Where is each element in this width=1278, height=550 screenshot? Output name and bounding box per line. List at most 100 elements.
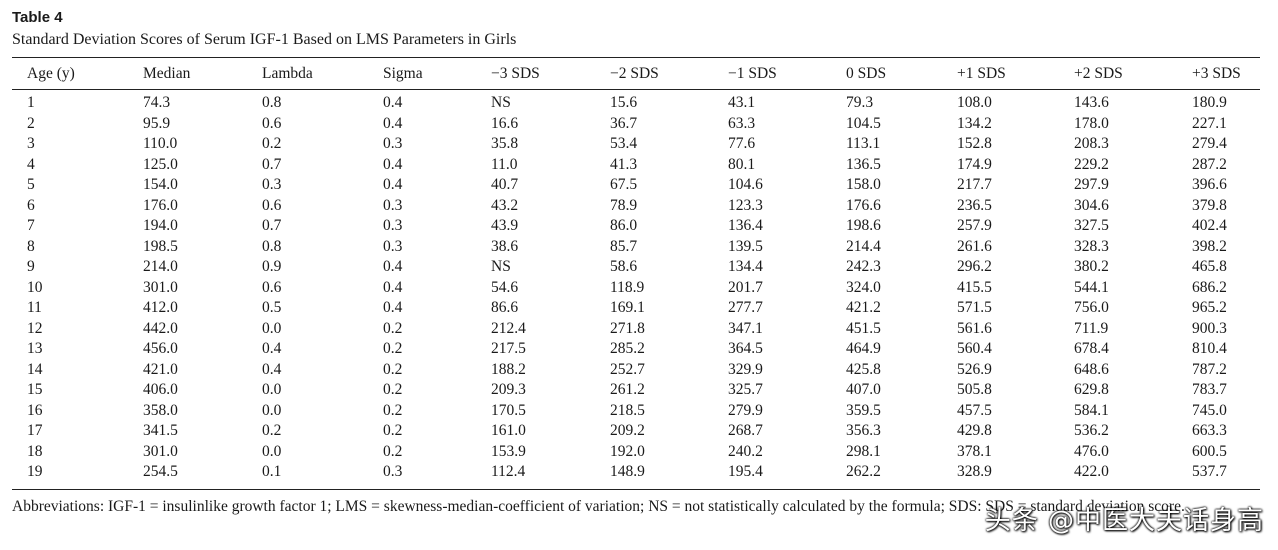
table-cell: 0.2	[383, 381, 403, 398]
table-label: Table 4	[12, 9, 63, 26]
table-cell: 356.3	[846, 422, 881, 439]
table-cell: 810.4	[1192, 340, 1227, 357]
table-cell: 0.7	[262, 155, 282, 173]
table-cell: 561.6	[957, 319, 992, 337]
table-cell: 18	[27, 442, 43, 460]
sds-table: Age (y) Median Lambda Sigma −3 SDS −2 SDS −1 S…	[12, 60, 1260, 483]
table-row: 16 358.0 0.0 0.2 170.5 218.5 279.9 359.5 457.5 58…	[12, 401, 1260, 422]
table-cell: 214.0	[143, 258, 178, 275]
table-cell: 0.0	[262, 381, 282, 398]
table-cell: 364.5	[728, 340, 763, 357]
column-header: Sigma	[383, 65, 423, 82]
table-cell: 110.0	[143, 135, 178, 152]
table-cell: 11	[27, 299, 42, 316]
table-cell: 900.3	[1192, 319, 1227, 337]
table-cell: 14	[27, 360, 43, 378]
table-bottom-rule	[12, 489, 1260, 490]
table-cell: 0.4	[383, 94, 403, 111]
column-header: −3 SDS	[491, 65, 540, 82]
table-row: 1 74.3 0.8 0.4 NS 15.6 43.1 79.3 108.0 143.6 180.9	[12, 88, 1260, 114]
table-cell: 0.2	[383, 422, 403, 439]
table-cell: 686.2	[1192, 278, 1227, 296]
table-row: 5 154.0 0.3 0.4 40.7 67.5 104.6 158.0 217.7 297.9…	[12, 175, 1260, 196]
table-cell: 0.9	[262, 258, 282, 275]
table-cell: 560.4	[957, 340, 992, 357]
table-cell: 176.6	[846, 196, 881, 214]
table-cell: 406.0	[143, 381, 178, 398]
table-cell: 328.3	[1074, 237, 1109, 255]
table-cell: 329.9	[728, 360, 763, 378]
table-header-row: Age (y) Median Lambda Sigma −3 SDS −2 SDS −1 S…	[12, 60, 1260, 88]
table-cell: 43.1	[728, 94, 756, 111]
table-cell: 208.3	[1074, 135, 1109, 152]
table-cell: 58.6	[610, 258, 638, 275]
table-cell: 0.0	[262, 442, 282, 460]
table-cell: 54.6	[491, 278, 519, 296]
table-cell: 194.0	[143, 217, 178, 234]
table-cell: 0.3	[262, 176, 282, 193]
table-cell: 79.3	[846, 94, 874, 111]
table-cell: 136.4	[728, 217, 763, 234]
table-cell: 198.5	[143, 237, 178, 255]
table-cell: 0.4	[383, 299, 403, 316]
table-cell: 15	[27, 381, 43, 398]
table-cell: 214.4	[846, 237, 881, 255]
table-row: 8 198.5 0.8 0.3 38.6 85.7 139.5 214.4 261.6 328.3…	[12, 237, 1260, 258]
table-cell: 1	[27, 94, 35, 111]
table-cell: 285.2	[610, 340, 645, 357]
table-cell: 648.6	[1074, 360, 1109, 378]
table-cell: 571.5	[957, 299, 992, 316]
table-cell: 53.4	[610, 135, 638, 152]
table-cell: 0.1	[262, 463, 282, 480]
table-cell: 63.3	[728, 114, 756, 132]
table-cell: 67.5	[610, 176, 638, 193]
table-cell: 327.5	[1074, 217, 1109, 234]
table-cell: 0.3	[383, 237, 403, 255]
table-cell: 261.2	[610, 381, 645, 398]
table-cell: 136.5	[846, 155, 881, 173]
table-cell: 242.3	[846, 258, 881, 275]
table-cell: 43.2	[491, 196, 519, 214]
table-cell: 123.3	[728, 196, 763, 214]
table-cell: 217.7	[957, 176, 992, 193]
table-cell: 0.2	[383, 319, 403, 337]
table-cell: 104.5	[846, 114, 881, 132]
watermark: 头条 @中医大夫话身高	[984, 506, 1264, 536]
table-cell: 17	[27, 422, 43, 439]
table-cell: 5	[27, 176, 35, 193]
table-cell: 134.4	[728, 258, 763, 275]
table-cell: 457.5	[957, 401, 992, 419]
column-header: −2 SDS	[610, 65, 659, 82]
table-cell: 0.0	[262, 401, 282, 419]
table-cell: 629.8	[1074, 381, 1109, 398]
table-cell: 118.9	[610, 278, 645, 296]
table-cell: 279.9	[728, 401, 763, 419]
table-cell: 965.2	[1192, 299, 1227, 316]
table-cell: 3	[27, 135, 35, 152]
table-cell: 0.3	[383, 463, 403, 480]
column-header: Median	[143, 65, 191, 82]
table-cell: 476.0	[1074, 442, 1109, 460]
column-header: −1 SDS	[728, 65, 777, 82]
table-cell: 252.7	[610, 360, 645, 378]
table-cell: 104.6	[728, 176, 763, 193]
table-cell: 271.8	[610, 319, 645, 337]
table-cell: 139.5	[728, 237, 763, 255]
table-cell: 297.9	[1074, 176, 1109, 193]
table-cell: 279.4	[1192, 135, 1227, 152]
table-cell: 0.4	[383, 114, 403, 132]
table-cell: 143.6	[1074, 94, 1109, 111]
table-cell: 38.6	[491, 237, 519, 255]
table-cell: 40.7	[491, 176, 519, 193]
table-cell: 10	[27, 278, 43, 296]
table-cell: 451.5	[846, 319, 881, 337]
table-cell: 328.9	[957, 463, 992, 480]
table-caption: Standard Deviation Scores of Serum IGF-1…	[12, 31, 517, 48]
table-cell: 0.4	[383, 155, 403, 173]
table-cell: 77.6	[728, 135, 756, 152]
table-cell: 0.8	[262, 237, 282, 255]
table-cell: 422.0	[1074, 463, 1109, 480]
table-cell: 80.1	[728, 155, 756, 173]
table-cell: 396.6	[1192, 176, 1227, 193]
table-cell: 188.2	[491, 360, 526, 378]
